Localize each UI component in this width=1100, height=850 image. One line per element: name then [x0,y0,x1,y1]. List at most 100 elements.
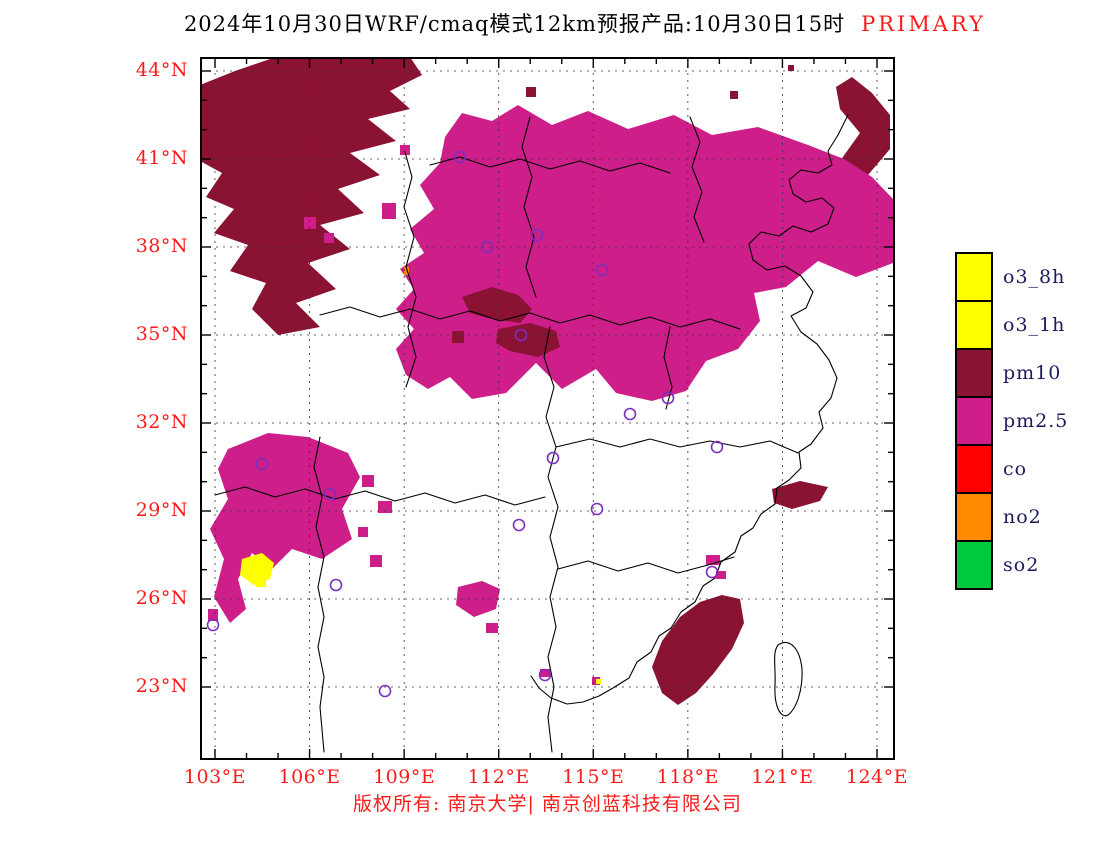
y-tick-label: 38°N [135,235,188,257]
pm25-patch [540,669,550,677]
x-tick-label: 118°E [656,766,719,788]
o3-patch [596,679,601,684]
station-marker [538,668,552,682]
map-canvas[interactable] [200,57,895,760]
legend-label: o3_8h [1003,266,1066,288]
x-tick-label: 103°E [183,766,247,788]
x-tick-label: 109°E [373,766,436,788]
station-marker [623,407,637,421]
pm25-patch [706,555,720,565]
legend-label: pm10 [1003,362,1062,384]
page-title: 2024年10月30日WRF/cmaq模式12km预报产品:10月30日15时 P… [140,8,1030,38]
province-border [403,151,417,388]
pollutant-fill-layer [200,57,893,705]
map-svg [200,57,895,760]
legend-label: co [1003,458,1028,480]
province-border [214,486,546,506]
pm25-patch [358,527,368,537]
pm25-patch [304,217,316,229]
legend-swatch [955,540,993,590]
station-marker [480,240,494,254]
pm10-region-northeast [836,77,890,185]
x-tick-label: 106°E [278,766,341,788]
no2-speck [404,267,409,275]
station-marker [514,328,528,342]
province-border [543,326,559,753]
legend-swatch [955,252,993,302]
legend-label: so2 [1003,554,1040,576]
province-border [313,436,325,753]
legend-swatch [955,300,993,350]
station-marker [512,518,526,532]
province-border [555,438,799,454]
station-marker [705,565,719,579]
station-marker [323,487,337,501]
station-marker-layer [206,150,724,698]
pm25-patch [362,475,374,487]
legend-item-no2: no2 [955,492,1068,542]
x-tick-label: 112°E [467,766,530,788]
province-border [319,306,741,330]
o3-patch [256,579,266,587]
graticule-layer [202,59,893,758]
pm25-region-southwest [210,433,360,623]
o3-patch-southwest [240,553,274,585]
y-tick-label: 29°N [135,499,188,521]
legend-item-o3-1h: o3_1h [955,300,1068,350]
legend-label: o3_1h [1003,314,1066,336]
pm10-pocket [496,323,560,357]
x-tick-label: 124°E [845,766,909,788]
pm25-patch [378,501,392,513]
pm10-patch [526,87,536,97]
pm25-patch [208,609,218,621]
station-marker [590,502,604,516]
legend-swatch [955,348,993,398]
pm10-region-northwest [200,57,422,335]
station-marker [206,618,220,632]
pm25-patch [400,145,410,155]
legend-swatch [955,396,993,446]
legend-item-so2: so2 [955,540,1068,590]
y-tick-label: 23°N [135,675,188,697]
y-tick-label: 44°N [135,59,188,81]
legend-item-pm10: pm10 [955,348,1068,398]
pm25-patch-south [456,581,500,617]
station-marker [595,263,609,277]
legend-item-pm25: pm2.5 [955,396,1068,446]
pm25-patch [382,203,396,219]
map-frame-border [200,57,895,760]
province-border [521,116,537,298]
province-border [663,326,673,410]
title-text: 2024年10月30日WRF/cmaq模式12km预报产品:10月30日15时 [183,12,846,36]
province-border [429,156,671,174]
pm25-region-central [396,105,893,401]
y-tick-label: 41°N [135,147,188,169]
legend-swatch [955,444,993,494]
pm25-patch [486,623,498,633]
station-marker [329,578,343,592]
station-marker [530,228,544,242]
legend-item-o3-8h: o3_8h [955,252,1068,302]
station-marker [546,451,560,465]
x-tick-label: 115°E [562,766,625,788]
station-marker [378,684,392,698]
legend-label: no2 [1003,506,1042,528]
pm10-region-southeast [652,595,744,705]
province-border [557,556,735,574]
y-tick-label: 32°N [135,411,188,433]
legend-swatch [955,492,993,542]
pm25-patch [324,233,334,243]
station-marker [661,391,675,405]
y-tick-label: 26°N [135,587,188,609]
station-marker [255,457,269,471]
station-marker [710,440,724,454]
legend-item-co: co [955,444,1068,494]
copyright-text: 版权所有: 南京大学| 南京创蓝科技有限公司 [353,793,742,815]
y-tick-label: 35°N [135,323,188,345]
taiwan-outline [774,642,803,717]
legend: o3_8h o3_1h pm10 pm2.5 co no2 so2 [955,252,1068,590]
province-border [689,116,705,243]
legend-label: pm2.5 [1003,410,1069,432]
title-primary-tag: PRIMARY [861,12,987,36]
